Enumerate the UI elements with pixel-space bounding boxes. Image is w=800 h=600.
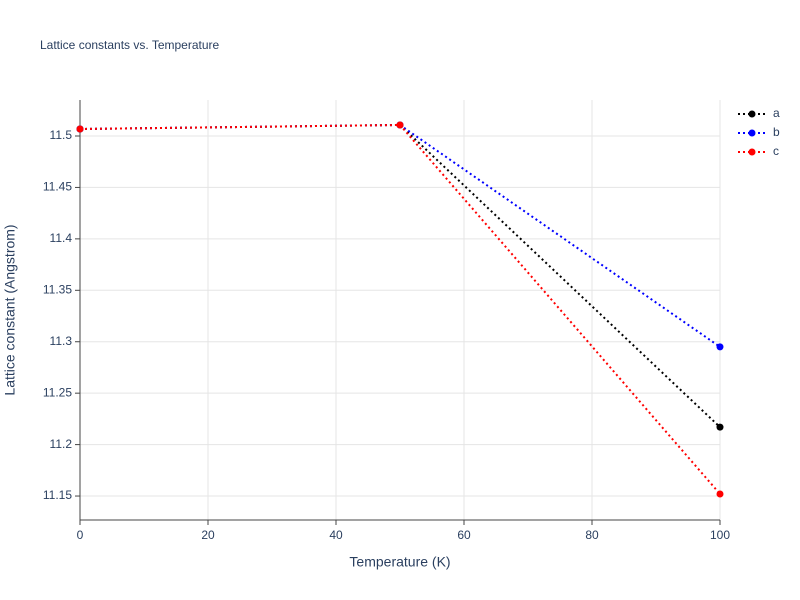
legend-marker (748, 129, 756, 137)
y-tick-label: 11.25 (43, 385, 72, 399)
y-tick-label: 11.4 (50, 231, 73, 245)
y-tick-label: 11.2 (50, 437, 73, 451)
y-axis-label: Lattice constant (Angstrom) (2, 224, 18, 395)
x-tick-label: 0 (77, 528, 84, 542)
y-tick-label: 11.3 (50, 334, 73, 348)
x-tick-label: 80 (585, 528, 599, 542)
x-axis-label: Temperature (K) (349, 554, 450, 570)
x-tick-label: 40 (329, 528, 343, 542)
data-point (76, 125, 84, 133)
data-point (716, 423, 724, 431)
series-line (79, 123, 721, 495)
legend-label: b (773, 125, 780, 139)
x-tick-label: 60 (457, 528, 471, 542)
y-tick-label: 11.45 (43, 180, 72, 194)
data-point (716, 343, 724, 351)
legend-marker (748, 110, 756, 118)
x-tick-label: 20 (201, 528, 215, 542)
y-tick-label: 11.35 (43, 282, 72, 296)
chart-title: Lattice constants vs. Temperature (40, 38, 220, 52)
y-tick-label: 11.5 (50, 128, 73, 142)
legend-marker (748, 148, 756, 156)
data-point (716, 490, 724, 498)
legend-label: a (773, 106, 780, 120)
data-point (396, 121, 404, 129)
legend-label: c (773, 144, 779, 158)
x-tick-label: 100 (710, 528, 730, 542)
series-line (79, 123, 721, 348)
y-tick-label: 11.15 (43, 488, 72, 502)
